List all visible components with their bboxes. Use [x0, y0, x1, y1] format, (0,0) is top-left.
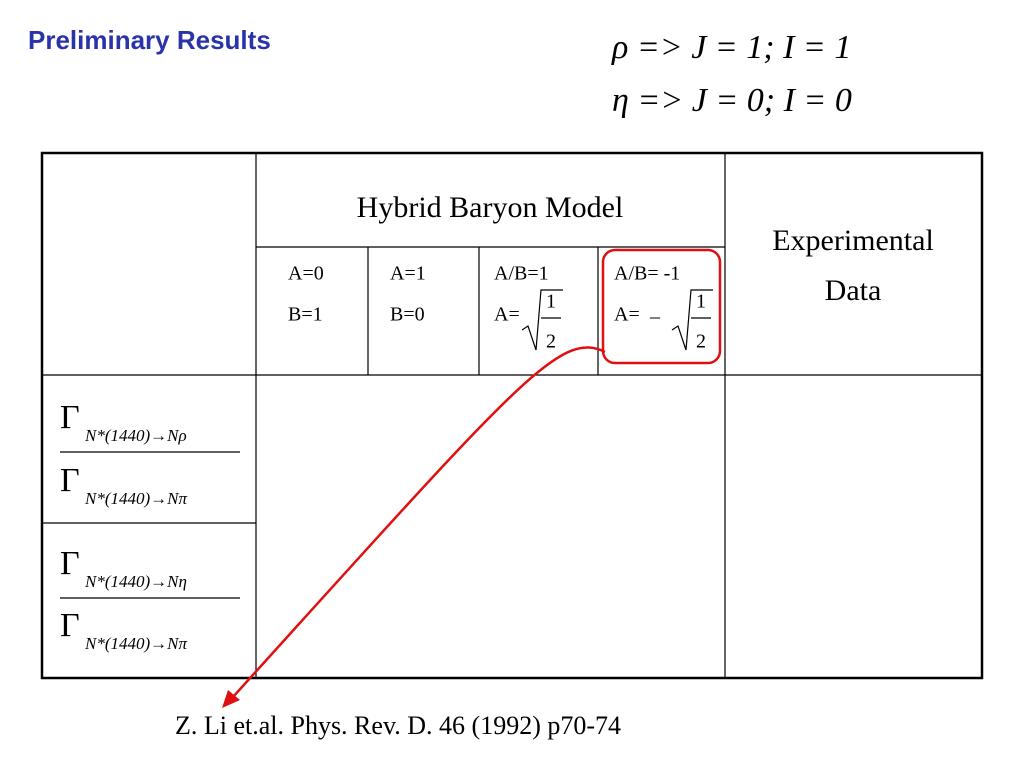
column-header: A/B= -1 — [614, 263, 680, 285]
group-header: Hybrid Baryon Model — [357, 191, 624, 224]
numerator: 1 — [696, 291, 706, 313]
arrow — [231, 346, 606, 699]
title: Preliminary Results — [28, 25, 271, 55]
arrow-head — [222, 690, 240, 708]
subscript: N*(1440)→Nπ — [84, 489, 188, 508]
denominator: 2 — [546, 331, 556, 353]
gamma: Γ — [60, 607, 80, 644]
column-header: B=1 — [288, 304, 323, 326]
radical — [671, 289, 713, 351]
column-header: A= — [614, 304, 640, 326]
gamma: Γ — [60, 399, 80, 436]
denominator: 2 — [696, 331, 706, 353]
radical — [521, 289, 563, 351]
data-header: Data — [825, 274, 882, 307]
column-header: A=0 — [288, 263, 324, 285]
column-header: A= — [494, 304, 520, 326]
subscript: N*(1440)→Nη — [84, 572, 187, 591]
subscript: N*(1440)→Nρ — [84, 426, 187, 445]
equation: ρ => J = 1; I = 1 — [611, 29, 851, 66]
gamma: Γ — [60, 462, 80, 499]
numerator: 1 — [546, 291, 556, 313]
gamma: Γ — [60, 545, 80, 582]
equation: η => J = 0; I = 0 — [612, 82, 852, 119]
highlight-box — [601, 248, 722, 365]
column-header: A=1 — [390, 263, 426, 285]
table-grid — [40, 151, 984, 680]
column-header: A/B=1 — [494, 263, 549, 285]
data-header: Experimental — [772, 224, 934, 257]
citation: Z. Li et.al. Phys. Rev. D. 46 (1992) p70… — [175, 711, 621, 740]
sign: – — [649, 306, 661, 328]
subscript: N*(1440)→Nπ — [84, 634, 188, 653]
column-header: B=0 — [390, 304, 425, 326]
